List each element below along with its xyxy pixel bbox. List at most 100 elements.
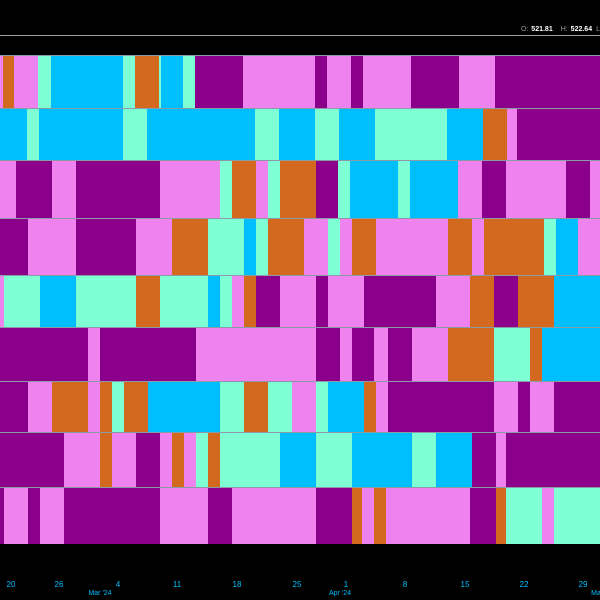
x-tick-label: 11 — [172, 580, 182, 589]
heatmap-cell-violet — [374, 328, 388, 381]
heatmap-cell-purple — [316, 328, 340, 381]
heatmap-cell-violet — [340, 328, 352, 381]
high-readout: H: 522.64 — [561, 26, 592, 33]
heatmap-cell-purple — [256, 276, 280, 327]
heatmap-cell-aquamarine — [183, 56, 195, 108]
heatmap-cell-purple — [136, 433, 160, 487]
heatmap-row — [0, 108, 600, 160]
heatmap-cell-purple — [0, 488, 4, 544]
heatmap-cell-violet — [0, 276, 4, 327]
heatmap-cell-violet — [436, 276, 470, 327]
heatmap-cell-chocolate — [244, 276, 256, 327]
heatmap-cell-deepskyblue — [161, 56, 183, 108]
heatmap-cell-aquamarine — [316, 433, 352, 487]
heatmap-cell-violet — [196, 328, 316, 381]
heatmap-cell-violet — [160, 433, 172, 487]
heatmap-cell-violet — [136, 219, 172, 275]
heatmap-cell-aquamarine — [328, 219, 340, 275]
heatmap-cell-chocolate — [232, 161, 256, 218]
heatmap-cell-violet — [232, 488, 316, 544]
x-month-label: Mar '24 — [88, 590, 112, 597]
heatmap-cell-chocolate — [352, 488, 362, 544]
heatmap-cell-violet — [506, 161, 566, 218]
heatmap-cell-violet — [328, 276, 364, 327]
heatmap-cell-purple — [100, 328, 196, 381]
heatmap-cell-purple — [315, 56, 327, 108]
ohlc-legend: O: 521.81 H: 522.64 L — [521, 22, 600, 36]
heatmap-cell-violet — [256, 161, 268, 218]
heatmap-row — [0, 275, 600, 327]
heatmap-cell-purple — [352, 328, 374, 381]
heatmap-row — [0, 327, 600, 381]
heatmap-cell-chocolate — [530, 328, 542, 381]
heatmap-cell-violet — [160, 161, 220, 218]
heatmap-cell-violet — [530, 382, 554, 432]
heatmap-cell-purple — [495, 56, 600, 108]
heatmap-cell-deepskyblue — [554, 276, 600, 327]
heatmap-cell-chocolate — [3, 56, 14, 108]
x-axis[interactable]: 20 26 4 11 18 25 1 8 15 22 29 Mar '24 Apr '24 Ma — [0, 575, 600, 600]
heatmap-cell-violet — [0, 161, 16, 218]
heatmap-cell-chocolate — [280, 161, 316, 218]
heatmap-row — [0, 55, 600, 108]
heatmap-cell-deepskyblue — [244, 219, 256, 275]
heatmap-cell-chocolate — [52, 382, 88, 432]
heatmap-cell-violet — [376, 219, 448, 275]
heatmap-cell-purple — [517, 109, 600, 160]
heatmap-cell-aquamarine — [159, 56, 161, 108]
heatmap-cell-chocolate — [208, 433, 220, 487]
heatmap-cell-deepskyblue — [447, 109, 483, 160]
heatmap-cell-deepskyblue — [39, 109, 123, 160]
heatmap-row — [0, 432, 600, 487]
heatmap-row — [0, 487, 600, 544]
heatmap-cell-purple — [0, 433, 64, 487]
heatmap-cell-purple — [506, 433, 600, 487]
heatmap-cell-deepskyblue — [279, 109, 315, 160]
heatmap-cell-deepskyblue — [208, 276, 220, 327]
heatmap-cell-purple — [388, 328, 412, 381]
high-value: 522.64 — [570, 25, 593, 33]
heatmap-cell-violet — [507, 109, 517, 160]
heatmap-cell-violet — [386, 488, 470, 544]
heatmap-cell-aquamarine — [268, 382, 292, 432]
heatmap-cell-purple — [208, 488, 232, 544]
x-tick-label: 29 — [578, 580, 588, 589]
x-tick-label: 8 — [402, 580, 408, 589]
heatmap-cell-aquamarine — [38, 56, 51, 108]
heatmap-cell-chocolate — [470, 276, 494, 327]
plot-area[interactable] — [0, 55, 600, 575]
heatmap-cell-violet — [292, 382, 316, 432]
heatmap-cell-aquamarine — [220, 161, 232, 218]
heatmap-cell-chocolate — [244, 382, 268, 432]
heatmap-cell-violet — [0, 56, 3, 108]
heatmap-cell-chocolate — [352, 219, 376, 275]
heatmap-cell-violet — [88, 328, 100, 381]
heatmap-cell-aquamarine — [112, 382, 124, 432]
heatmap-cell-violet — [14, 56, 38, 108]
heatmap-cell-purple — [76, 219, 136, 275]
heatmap-cell-violet — [64, 433, 100, 487]
heatmap-cell-aquamarine — [375, 109, 447, 160]
heatmap-cell-chocolate — [483, 109, 507, 160]
heatmap-cell-deepskyblue — [148, 382, 220, 432]
heatmap-cell-chocolate — [496, 488, 506, 544]
heatmap-cell-aquamarine — [315, 109, 339, 160]
heatmap-cell-violet — [184, 433, 196, 487]
top-divider — [0, 35, 600, 36]
heatmap-cell-deepskyblue — [410, 161, 458, 218]
heatmap-cell-chocolate — [135, 56, 159, 108]
heatmap-cell-chocolate — [268, 219, 304, 275]
heatmap-cell-deepskyblue — [556, 219, 578, 275]
heatmap-cell-purple — [0, 382, 28, 432]
low-label-truncated: L — [596, 25, 600, 33]
heatmap-cell-violet — [28, 219, 76, 275]
x-tick-label: 4 — [115, 580, 121, 589]
heatmap-cell-deepskyblue — [40, 276, 76, 327]
heatmap-cell-purple — [482, 161, 506, 218]
heatmap-cell-aquamarine — [196, 433, 208, 487]
heatmap-cell-chocolate — [124, 382, 148, 432]
heatmap-cell-chocolate — [100, 433, 112, 487]
heatmap-cell-deepskyblue — [328, 382, 364, 432]
heatmap-cell-chocolate — [448, 219, 472, 275]
